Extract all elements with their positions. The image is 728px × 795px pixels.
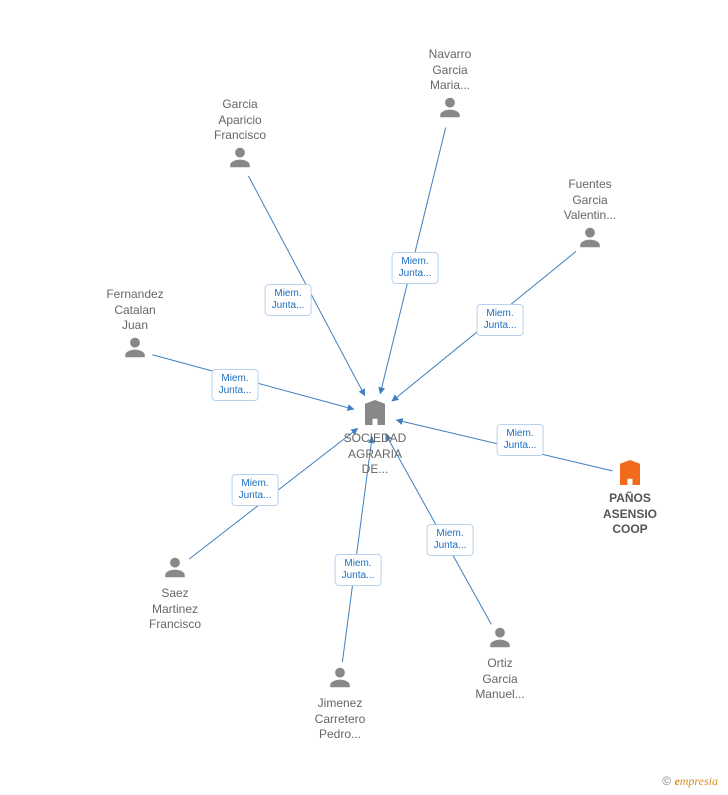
node-label: Jimenez Carretero Pedro...: [295, 696, 385, 743]
person-icon[interactable]: [122, 335, 148, 366]
person-icon[interactable]: [577, 225, 603, 256]
node-label: Fernandez Catalan Juan: [90, 287, 180, 334]
center-building-icon[interactable]: [360, 398, 390, 433]
center-label: SOCIEDAD AGRARIA DE...: [330, 431, 420, 478]
edge-label: Miem. Junta...: [477, 304, 524, 336]
person-icon[interactable]: [487, 625, 513, 656]
node-label: Saez Martinez Francisco: [130, 586, 220, 633]
edge-label: Miem. Junta...: [497, 424, 544, 456]
person-icon[interactable]: [162, 555, 188, 586]
node-label: Ortiz Garcia Manuel...: [455, 656, 545, 703]
person-icon[interactable]: [227, 145, 253, 176]
edge-label: Miem. Junta...: [232, 474, 279, 506]
node-label: PAÑOS ASENSIO COOP: [585, 491, 675, 538]
building-icon[interactable]: [615, 458, 645, 493]
edge-label: Miem. Junta...: [335, 554, 382, 586]
person-icon[interactable]: [327, 665, 353, 696]
brand-name: empresia: [674, 774, 718, 788]
edge-label: Miem. Junta...: [392, 252, 439, 284]
edge-label: Miem. Junta...: [427, 524, 474, 556]
edge-label: Miem. Junta...: [265, 284, 312, 316]
person-icon[interactable]: [437, 95, 463, 126]
edge-label: Miem. Junta...: [212, 369, 259, 401]
footer-credit: © empresia: [662, 774, 718, 789]
node-label: Garcia Aparicio Francisco: [195, 97, 285, 144]
node-label: Fuentes Garcia Valentin...: [545, 177, 635, 224]
node-label: Navarro Garcia Maria...: [405, 47, 495, 94]
copyright-symbol: ©: [662, 774, 671, 788]
